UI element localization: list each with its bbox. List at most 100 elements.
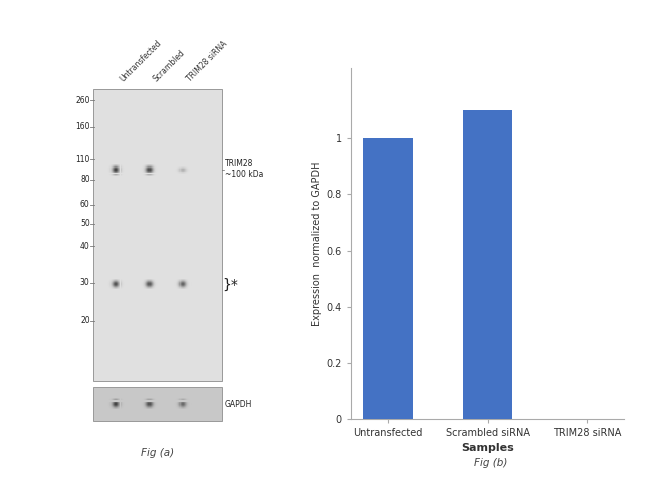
FancyBboxPatch shape — [177, 284, 178, 285]
FancyBboxPatch shape — [114, 406, 115, 407]
FancyBboxPatch shape — [150, 164, 151, 165]
FancyBboxPatch shape — [111, 406, 112, 407]
FancyBboxPatch shape — [154, 403, 155, 404]
FancyBboxPatch shape — [184, 408, 185, 409]
FancyBboxPatch shape — [117, 398, 118, 399]
FancyBboxPatch shape — [150, 170, 151, 171]
FancyBboxPatch shape — [153, 403, 154, 404]
FancyBboxPatch shape — [120, 284, 122, 285]
FancyBboxPatch shape — [150, 280, 151, 281]
FancyBboxPatch shape — [114, 173, 115, 175]
FancyBboxPatch shape — [114, 405, 115, 406]
FancyBboxPatch shape — [185, 169, 186, 170]
FancyBboxPatch shape — [150, 171, 151, 172]
FancyBboxPatch shape — [150, 400, 151, 401]
FancyBboxPatch shape — [117, 171, 118, 172]
Text: TRIM28
~100 kDa: TRIM28 ~100 kDa — [225, 159, 263, 179]
FancyBboxPatch shape — [116, 170, 117, 171]
FancyBboxPatch shape — [153, 171, 154, 172]
FancyBboxPatch shape — [116, 168, 117, 169]
FancyBboxPatch shape — [153, 283, 154, 284]
FancyBboxPatch shape — [183, 408, 184, 409]
FancyBboxPatch shape — [114, 398, 115, 399]
FancyBboxPatch shape — [184, 169, 185, 170]
FancyBboxPatch shape — [111, 283, 112, 284]
FancyBboxPatch shape — [186, 283, 187, 284]
FancyBboxPatch shape — [117, 288, 118, 289]
FancyBboxPatch shape — [153, 286, 154, 287]
FancyBboxPatch shape — [177, 405, 178, 406]
FancyBboxPatch shape — [151, 170, 153, 171]
FancyBboxPatch shape — [182, 283, 183, 284]
FancyBboxPatch shape — [113, 172, 114, 173]
FancyBboxPatch shape — [150, 169, 151, 170]
FancyBboxPatch shape — [117, 404, 118, 405]
FancyBboxPatch shape — [179, 170, 181, 171]
FancyBboxPatch shape — [120, 285, 122, 286]
FancyBboxPatch shape — [151, 172, 153, 173]
FancyBboxPatch shape — [186, 170, 187, 171]
FancyBboxPatch shape — [150, 283, 151, 284]
Bar — [363, 138, 413, 419]
FancyBboxPatch shape — [146, 286, 147, 287]
FancyBboxPatch shape — [148, 169, 150, 170]
FancyBboxPatch shape — [117, 403, 118, 404]
Text: Fig (b): Fig (b) — [474, 457, 508, 468]
FancyBboxPatch shape — [145, 407, 146, 408]
FancyBboxPatch shape — [183, 169, 184, 170]
FancyBboxPatch shape — [145, 281, 146, 282]
FancyBboxPatch shape — [186, 284, 187, 285]
FancyBboxPatch shape — [114, 281, 115, 282]
FancyBboxPatch shape — [183, 170, 184, 171]
FancyBboxPatch shape — [183, 284, 184, 285]
FancyBboxPatch shape — [148, 164, 150, 165]
FancyBboxPatch shape — [179, 285, 181, 286]
FancyBboxPatch shape — [150, 165, 151, 167]
FancyBboxPatch shape — [184, 404, 185, 405]
FancyBboxPatch shape — [154, 405, 155, 406]
FancyBboxPatch shape — [151, 285, 153, 286]
FancyBboxPatch shape — [113, 282, 114, 283]
FancyBboxPatch shape — [179, 407, 181, 408]
FancyBboxPatch shape — [118, 168, 120, 169]
FancyBboxPatch shape — [114, 403, 115, 404]
FancyBboxPatch shape — [114, 284, 115, 285]
FancyBboxPatch shape — [117, 399, 118, 400]
FancyBboxPatch shape — [185, 399, 186, 400]
FancyBboxPatch shape — [117, 281, 118, 282]
FancyBboxPatch shape — [117, 284, 118, 285]
FancyBboxPatch shape — [178, 286, 179, 287]
FancyBboxPatch shape — [116, 408, 117, 409]
FancyBboxPatch shape — [182, 400, 183, 401]
FancyBboxPatch shape — [116, 280, 117, 281]
FancyBboxPatch shape — [118, 406, 120, 407]
FancyBboxPatch shape — [115, 165, 116, 167]
FancyBboxPatch shape — [151, 286, 153, 287]
FancyBboxPatch shape — [182, 407, 183, 408]
FancyBboxPatch shape — [151, 283, 153, 284]
FancyBboxPatch shape — [185, 286, 186, 287]
Text: 110: 110 — [75, 154, 90, 164]
FancyBboxPatch shape — [178, 403, 179, 404]
FancyBboxPatch shape — [111, 285, 112, 286]
FancyBboxPatch shape — [115, 400, 116, 401]
FancyBboxPatch shape — [178, 402, 179, 403]
FancyBboxPatch shape — [183, 287, 184, 288]
FancyBboxPatch shape — [151, 168, 153, 169]
FancyBboxPatch shape — [185, 284, 186, 285]
FancyBboxPatch shape — [150, 286, 151, 287]
FancyBboxPatch shape — [145, 165, 146, 167]
Bar — [463, 110, 512, 419]
FancyBboxPatch shape — [148, 288, 150, 289]
FancyBboxPatch shape — [117, 407, 118, 408]
FancyBboxPatch shape — [116, 405, 117, 406]
FancyBboxPatch shape — [117, 172, 118, 173]
FancyBboxPatch shape — [120, 406, 122, 407]
FancyBboxPatch shape — [114, 170, 115, 171]
FancyBboxPatch shape — [185, 404, 186, 405]
FancyBboxPatch shape — [114, 400, 115, 401]
Text: }*: }* — [222, 278, 238, 291]
FancyBboxPatch shape — [115, 406, 116, 407]
FancyBboxPatch shape — [185, 281, 186, 282]
FancyBboxPatch shape — [115, 402, 116, 403]
